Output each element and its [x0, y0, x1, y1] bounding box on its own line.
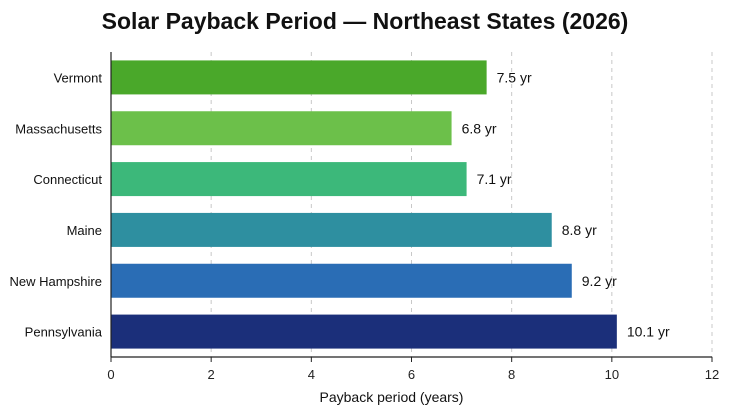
value-label: 6.8 yr — [462, 120, 497, 136]
bar — [111, 60, 487, 95]
x-axis-title: Payback period (years) — [320, 389, 464, 405]
x-tick-label: 8 — [508, 367, 515, 382]
value-label: 8.8 yr — [562, 222, 597, 238]
bar — [111, 314, 617, 349]
x-tick-label: 2 — [208, 367, 215, 382]
value-label: 7.1 yr — [477, 171, 512, 187]
category-label: New Hampshire — [10, 274, 102, 289]
bar — [111, 212, 552, 247]
x-tick-label: 0 — [107, 367, 114, 382]
category-label: Connecticut — [33, 172, 102, 187]
x-tick-label: 6 — [408, 367, 415, 382]
x-tick-label: 4 — [308, 367, 315, 382]
value-label: 9.2 yr — [582, 273, 617, 289]
category-label: Massachusetts — [15, 121, 102, 136]
value-label: 10.1 yr — [627, 324, 670, 340]
bar — [111, 263, 572, 298]
category-label: Pennsylvania — [25, 325, 103, 340]
x-tick-label: 12 — [705, 367, 719, 382]
category-label: Vermont — [54, 70, 103, 85]
chart-title: Solar Payback Period — Northeast States … — [101, 8, 629, 34]
bar — [111, 162, 467, 197]
value-label: 7.5 yr — [497, 69, 532, 85]
bar — [111, 111, 452, 146]
x-tick-label: 10 — [605, 367, 619, 382]
category-label: Maine — [67, 223, 102, 238]
